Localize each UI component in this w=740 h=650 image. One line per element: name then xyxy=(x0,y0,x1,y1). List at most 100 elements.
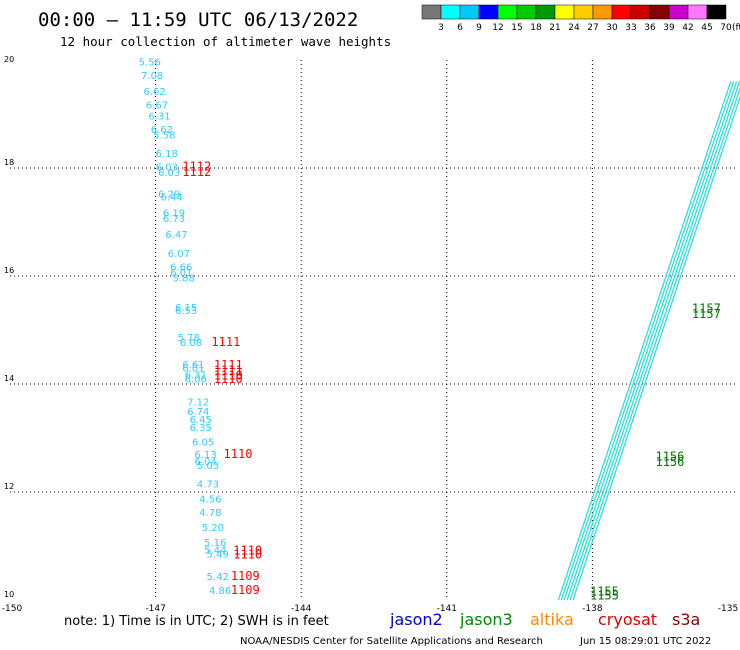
swh-label: 5.42 xyxy=(207,572,229,583)
swh-label: 5.16 xyxy=(204,538,226,549)
swh-label: 5.49 xyxy=(207,549,229,560)
swh-label: 6.66 xyxy=(170,263,192,274)
swh-label: 6.18 xyxy=(156,149,178,160)
colorbar-swatch xyxy=(573,4,594,20)
swh-label: 7.12 xyxy=(187,398,209,409)
swh-label: 6.73 xyxy=(163,214,185,225)
swh-label: 6.67 xyxy=(146,101,168,112)
colorbar-swatch xyxy=(516,4,537,20)
swh-label: 6.01 xyxy=(170,268,192,279)
colorbar-tick-label: 36 xyxy=(644,23,656,33)
chart-title: 00:00 – 11:59 UTC 06/13/2022 xyxy=(38,9,358,31)
swh-label: 6.07 xyxy=(168,249,190,260)
y-tick-label: 12 xyxy=(4,482,14,491)
swh-label: 4.78 xyxy=(199,508,221,519)
track-line xyxy=(566,81,740,601)
swh-label: 6.19 xyxy=(163,209,185,220)
swh-label: 5.03 xyxy=(197,461,219,472)
x-tick-label: -150 xyxy=(2,604,23,614)
y-tick-label: 20 xyxy=(4,55,14,64)
time-label: 1156 xyxy=(655,450,684,464)
y-axis-tick-labels: 10 12 14 16 18 20 xyxy=(4,55,14,599)
swh-label: 6.74 xyxy=(187,407,209,418)
colorbar-swatch xyxy=(421,4,442,20)
colorbar-tick-label: 45 xyxy=(701,23,712,33)
colorbar-swatch xyxy=(497,4,518,20)
colorbar-tick-label: 18 xyxy=(530,23,542,33)
swh-label: 6.08 xyxy=(180,338,202,349)
time-label: 1110 xyxy=(233,547,262,561)
swh-label: 7.08 xyxy=(141,71,163,82)
swh-label: 6.62 xyxy=(143,87,165,98)
swh-label: 5.88 xyxy=(173,273,195,284)
swh-label: 6.61 xyxy=(182,360,204,371)
swh-label: 6.53 xyxy=(175,306,197,317)
legend-entry: s3a xyxy=(672,610,700,629)
swh-label: 6.62 xyxy=(151,125,173,136)
colorbar-swatch xyxy=(554,4,575,20)
swh-label: 6.15 xyxy=(175,303,197,314)
colorbar-tick-label: 15 xyxy=(511,23,522,33)
swh-label: 4.73 xyxy=(197,480,219,491)
swh-label: 6.44 xyxy=(160,192,182,203)
plot-frame xyxy=(10,60,738,600)
swh-label: 6.03 xyxy=(158,168,180,179)
x-tick-label: -138 xyxy=(582,604,603,614)
track-line xyxy=(572,95,740,601)
colorbar-tick-label: 27 xyxy=(587,23,598,33)
data-labels: 5.567.086.626.676.316.625.586.186.036.03… xyxy=(139,57,721,602)
chart-subtitle: 12 hour collection of altimeter wave hei… xyxy=(60,34,391,49)
colorbar-tick-label: 21 xyxy=(549,23,560,33)
colorbar-swatch xyxy=(611,4,632,20)
colorbar-tick-label: 24 xyxy=(568,23,580,33)
colorbar-swatch xyxy=(535,4,556,20)
swh-label: 6.29 xyxy=(158,190,180,201)
time-label: 1155 xyxy=(590,588,619,602)
time-label: 1111 xyxy=(214,363,243,377)
track-line xyxy=(563,81,738,601)
colorbar-swatch xyxy=(630,4,651,20)
swh-label: 5.20 xyxy=(202,523,224,534)
colorbar-swatch xyxy=(649,4,670,20)
x-tick-label: -141 xyxy=(437,604,457,614)
time-label: 1110 xyxy=(233,544,262,558)
swh-label: 6.05 xyxy=(192,438,214,449)
swh-label: 6.45 xyxy=(190,415,212,426)
colorbar-swatch xyxy=(687,4,708,20)
time-label: 1157 xyxy=(692,307,721,321)
track-line xyxy=(560,81,735,601)
x-tick-label: -135 xyxy=(718,604,738,614)
x-tick-label: -144 xyxy=(291,604,312,614)
time-label: 1111 xyxy=(214,358,243,372)
colorbar-tick-label: 70 xyxy=(720,23,732,33)
swh-label: 6.31 xyxy=(185,371,207,382)
swh-label: 6.13 xyxy=(194,450,216,461)
time-label: 1109 xyxy=(231,569,260,583)
time-label: 1109 xyxy=(231,583,260,597)
colorbar-swatch xyxy=(592,4,613,20)
legend-entry: altika xyxy=(530,610,574,629)
swh-label: 6.06 xyxy=(185,374,207,385)
time-label: 1110 xyxy=(214,369,243,383)
colorbar-swatch xyxy=(706,4,727,20)
swh-label: 4.86 xyxy=(209,586,231,597)
footer-credit: NOAA/NESDIS Center for Satellite Applica… xyxy=(240,636,543,647)
legend-entry: jason3 xyxy=(459,610,513,629)
swh-label: 5.44 xyxy=(204,546,226,557)
swh-label: 6.31 xyxy=(148,111,170,122)
time-label: 1112 xyxy=(182,160,211,174)
time-label: 1110 xyxy=(224,447,253,461)
swh-label: 5.56 xyxy=(139,57,161,68)
time-label: 1110 xyxy=(214,372,243,386)
colorbar-tick-label: 39 xyxy=(663,23,675,33)
swh-label: 6.03 xyxy=(156,163,178,174)
track-line xyxy=(557,81,732,601)
colorbar-unit-label: (ft) xyxy=(732,23,740,33)
y-tick-label: 10 xyxy=(4,590,14,599)
swh-label: 6.04 xyxy=(194,457,216,468)
swh-label: 5.78 xyxy=(177,333,199,344)
colorbar-tick-label: 12 xyxy=(492,23,503,33)
swh-label: 5.58 xyxy=(153,130,175,141)
x-axis-tick-labels: -150 -147 -144 -141 -138 -135 xyxy=(2,604,738,614)
